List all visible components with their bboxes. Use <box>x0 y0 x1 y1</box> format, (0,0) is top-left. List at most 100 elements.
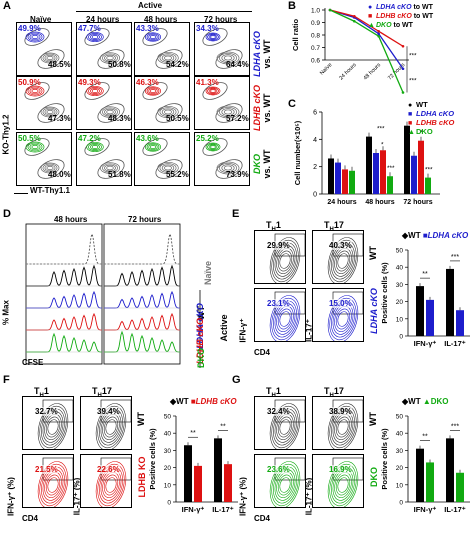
y-tick-label: 0 <box>313 192 317 199</box>
y-tick-label: 0.6 <box>311 58 320 65</box>
wt-population-contour <box>164 109 172 115</box>
ko-population-contour <box>91 145 99 149</box>
gate <box>142 28 168 46</box>
bar <box>342 169 348 194</box>
y-tick-label: 20 <box>396 299 404 306</box>
legend-marker: ▲ <box>368 22 375 29</box>
legend-entry: DKO to WT <box>376 22 414 29</box>
flow-plot: 41.3% 57.2% <box>194 76 250 130</box>
flow-plot: 50.9% 47.3% <box>16 76 72 130</box>
wt-population-contour <box>42 53 58 63</box>
ko-population-contour <box>146 143 160 151</box>
data-point <box>401 67 405 71</box>
wt-population-contour <box>46 55 54 61</box>
x-axis-wt-thy11: WT-Thy1.1 <box>30 186 71 195</box>
ko-population-contour <box>27 32 43 42</box>
wt-population-contour <box>44 54 56 62</box>
ko-population-contour <box>149 89 157 93</box>
y-axis-label: Positive cells (%) <box>380 262 389 324</box>
row-label-line2: vs. WT <box>262 149 272 179</box>
row-label-line1: LDHA cKO <box>252 31 262 77</box>
bar <box>366 136 372 194</box>
ko-percent: 41.3% <box>196 78 219 87</box>
ko-population-contour <box>86 31 104 43</box>
population-contour <box>279 477 291 493</box>
gate <box>84 28 110 46</box>
x-tick-label: Naïve <box>319 62 333 76</box>
legend-entry: LDHA cKO to WT <box>376 4 434 11</box>
d-x-axis: CFSE <box>22 358 44 367</box>
bar <box>425 177 431 194</box>
panel-label-b: B <box>288 0 296 12</box>
wt-population-contour <box>223 55 233 61</box>
panel-label-g: G <box>232 374 241 386</box>
ko-population-contour <box>148 34 158 40</box>
sig-marker: ** <box>422 434 428 441</box>
panel-label-d: D <box>3 208 11 220</box>
ko-population-contour <box>146 87 160 95</box>
th1-header: TH1 <box>266 386 281 399</box>
population-contour <box>337 477 349 493</box>
ko-percent: 34.3% <box>196 24 219 33</box>
cfse-histogram <box>104 312 181 331</box>
data-point <box>377 29 380 33</box>
d-col-72h: 72 hours <box>128 215 162 224</box>
axis-arrow <box>14 193 28 194</box>
ko-percent: 43.3% <box>136 24 159 33</box>
bar <box>404 125 410 194</box>
d-active: Active <box>219 314 229 342</box>
flow-plot: 25.2% 73.9% <box>194 132 250 186</box>
sig-marker: *** <box>409 78 417 85</box>
row-label-line1: DKO <box>252 154 262 174</box>
sig-marker: ** <box>220 423 226 430</box>
y-tick-label: 2 <box>313 164 317 171</box>
ko-population-contour <box>29 87 41 95</box>
wt-population-contour <box>164 55 172 61</box>
y-tick-label: 30 <box>396 282 404 289</box>
wt-percent: 64.4% <box>226 60 249 69</box>
d-row-dko: DKO <box>196 348 206 368</box>
gate <box>215 159 243 179</box>
bar <box>416 448 424 502</box>
wt-population-contour <box>219 162 237 174</box>
cfse-histogram <box>26 332 103 353</box>
population-contour <box>335 474 351 496</box>
wt-percent: 57.2% <box>226 114 249 123</box>
bar <box>184 445 192 502</box>
wt-population-contour <box>223 165 233 171</box>
wt-population-contour <box>40 162 60 174</box>
wt-population-contour <box>219 52 237 64</box>
legend-entry: LDHB cKO <box>416 118 455 127</box>
active-line <box>76 11 252 12</box>
legend-entry: LDHB cKO to WT <box>376 13 434 20</box>
bar-chart-positive-cells: 0 10 20 30 40 50 Positive cells (%) ** IFN-γ⁺ ** I… <box>148 397 238 514</box>
gate <box>84 82 110 100</box>
ko-population-contour <box>207 143 219 151</box>
y-tick-label: 0 <box>399 334 403 341</box>
y-tick-label: 4 <box>313 137 317 144</box>
wt-population-contour <box>104 54 116 62</box>
gate <box>155 159 183 179</box>
percent-label: 16.9% <box>329 465 352 474</box>
gate <box>97 49 125 69</box>
d-col-48h: 48 hours <box>54 215 88 224</box>
ko-population-contour <box>29 143 41 151</box>
legend-marker: ■ <box>408 111 412 118</box>
ko-percent: 47.7% <box>78 24 101 33</box>
flow-plot: 29.9% <box>254 230 306 284</box>
wt-population-contour <box>106 55 114 61</box>
wt-population-contour <box>223 109 233 115</box>
population-contour <box>37 461 69 507</box>
legend-entry: WT <box>416 100 428 109</box>
percent-label: 23.6% <box>267 465 290 474</box>
row-label: LDHA cKO vs. WT <box>252 28 272 80</box>
gate <box>24 138 50 156</box>
legend: ◆WT ■LDHA cKO <box>401 231 469 240</box>
population-contour <box>327 461 359 507</box>
gate <box>155 49 183 69</box>
gate <box>155 103 183 123</box>
ko-population-contour <box>205 86 221 96</box>
population-contour <box>277 308 293 330</box>
population-contour <box>337 419 349 435</box>
